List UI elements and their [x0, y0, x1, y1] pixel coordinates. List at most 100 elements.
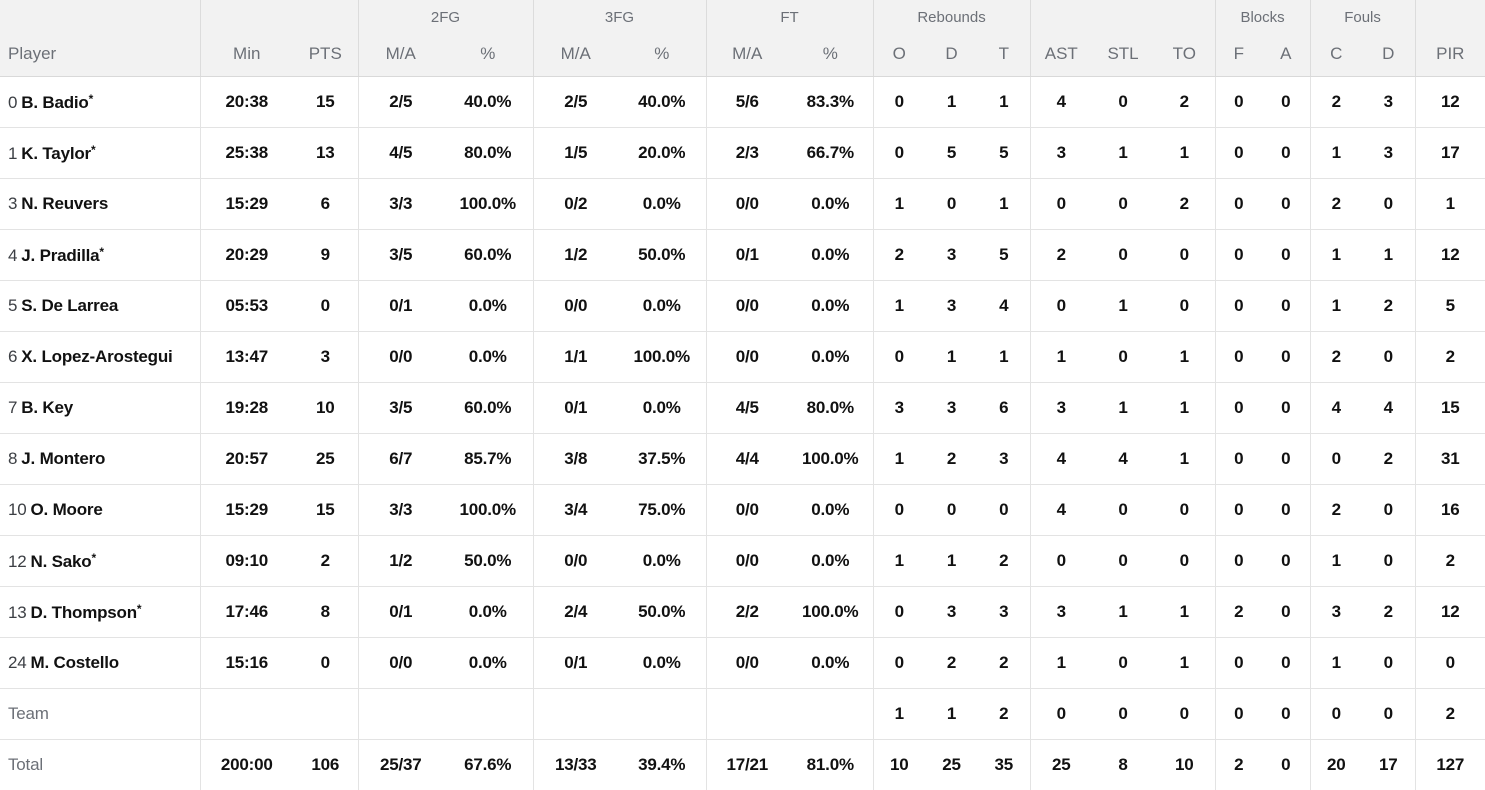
cell-pts: 0	[293, 281, 358, 332]
cell-blk-a: 0	[1262, 536, 1310, 587]
cell-reb-t: 2	[978, 536, 1030, 587]
cell-reb-o: 1	[873, 536, 925, 587]
cell-ft-pct: 0.0%	[788, 281, 873, 332]
cell-reb-t: 6	[978, 383, 1030, 434]
starter-asterisk: *	[137, 602, 141, 616]
cell-foul-d: 0	[1362, 638, 1415, 689]
cell-2fg-pct: 40.0%	[443, 77, 533, 128]
starter-asterisk: *	[89, 92, 93, 106]
cell-blk-a: 0	[1262, 179, 1310, 230]
cell-ast: 25	[1030, 740, 1092, 790]
cell-reb-t: 35	[978, 740, 1030, 790]
cell-reb-o: 0	[873, 77, 925, 128]
cell-3fg-pct: 0.0%	[618, 281, 706, 332]
col-header-min: Min	[200, 31, 293, 77]
cell-ft-ma	[706, 689, 788, 740]
cell-blk-a: 0	[1262, 77, 1310, 128]
cell-reb-o: 0	[873, 485, 925, 536]
cell-ast: 3	[1030, 383, 1092, 434]
cell-to: 2	[1154, 179, 1215, 230]
cell-pts: 15	[293, 485, 358, 536]
col-header-ast: AST	[1030, 31, 1092, 77]
cell-foul-d: 2	[1362, 281, 1415, 332]
cell-ft-ma: 2/2	[706, 587, 788, 638]
cell-min	[200, 689, 293, 740]
cell-stl: 0	[1092, 485, 1154, 536]
cell-pts: 6	[293, 179, 358, 230]
cell-stl: 0	[1092, 536, 1154, 587]
player-name: D. Thompson	[31, 603, 137, 622]
cell-reb-d: 3	[925, 383, 978, 434]
cell-2fg-ma: 4/5	[358, 128, 443, 179]
cell-3fg-pct: 20.0%	[618, 128, 706, 179]
group-header-fouls: Fouls	[1310, 0, 1415, 31]
cell-to: 2	[1154, 77, 1215, 128]
group-header-blocks: Blocks	[1215, 0, 1310, 31]
cell-3fg-ma: 3/8	[533, 434, 618, 485]
cell-to: 0	[1154, 689, 1215, 740]
cell-reb-o: 0	[873, 587, 925, 638]
cell-ast: 4	[1030, 485, 1092, 536]
player-name: B. Badio	[21, 93, 88, 112]
cell-to: 0	[1154, 485, 1215, 536]
cell-stl: 1	[1092, 281, 1154, 332]
cell-2fg-pct: 0.0%	[443, 281, 533, 332]
row-label: Team	[8, 704, 49, 723]
cell-stl: 0	[1092, 77, 1154, 128]
cell-3fg-pct: 50.0%	[618, 587, 706, 638]
group-header-ft: FT	[706, 0, 873, 31]
cell-min: 15:16	[200, 638, 293, 689]
cell-reb-d: 2	[925, 434, 978, 485]
cell-2fg-ma: 0/0	[358, 638, 443, 689]
cell-pir: 127	[1415, 740, 1485, 790]
cell-reb-o: 3	[873, 383, 925, 434]
cell-min: 20:57	[200, 434, 293, 485]
cell-blk-f: 0	[1215, 485, 1262, 536]
cell-foul-c: 1	[1310, 281, 1362, 332]
cell-stl: 0	[1092, 179, 1154, 230]
cell-2fg-ma	[358, 689, 443, 740]
cell-pir: 2	[1415, 332, 1485, 383]
cell-ft-pct: 0.0%	[788, 638, 873, 689]
cell-reb-d: 5	[925, 128, 978, 179]
col-header-ft-ma: M/A	[706, 31, 788, 77]
cell-ft-pct: 81.0%	[788, 740, 873, 790]
player-number: 10	[8, 500, 27, 519]
col-header-ft-pct: %	[788, 31, 873, 77]
cell-foul-c: 0	[1310, 434, 1362, 485]
col-header-pir: PIR	[1415, 31, 1485, 77]
cell-reb-d: 2	[925, 638, 978, 689]
cell-blk-f: 0	[1215, 383, 1262, 434]
cell-reb-d: 0	[925, 485, 978, 536]
group-header-spacer	[200, 0, 358, 31]
col-header-foul-c: C	[1310, 31, 1362, 77]
cell-reb-o: 1	[873, 281, 925, 332]
cell-stl: 0	[1092, 638, 1154, 689]
cell-2fg-ma: 0/0	[358, 332, 443, 383]
cell-pir: 0	[1415, 638, 1485, 689]
